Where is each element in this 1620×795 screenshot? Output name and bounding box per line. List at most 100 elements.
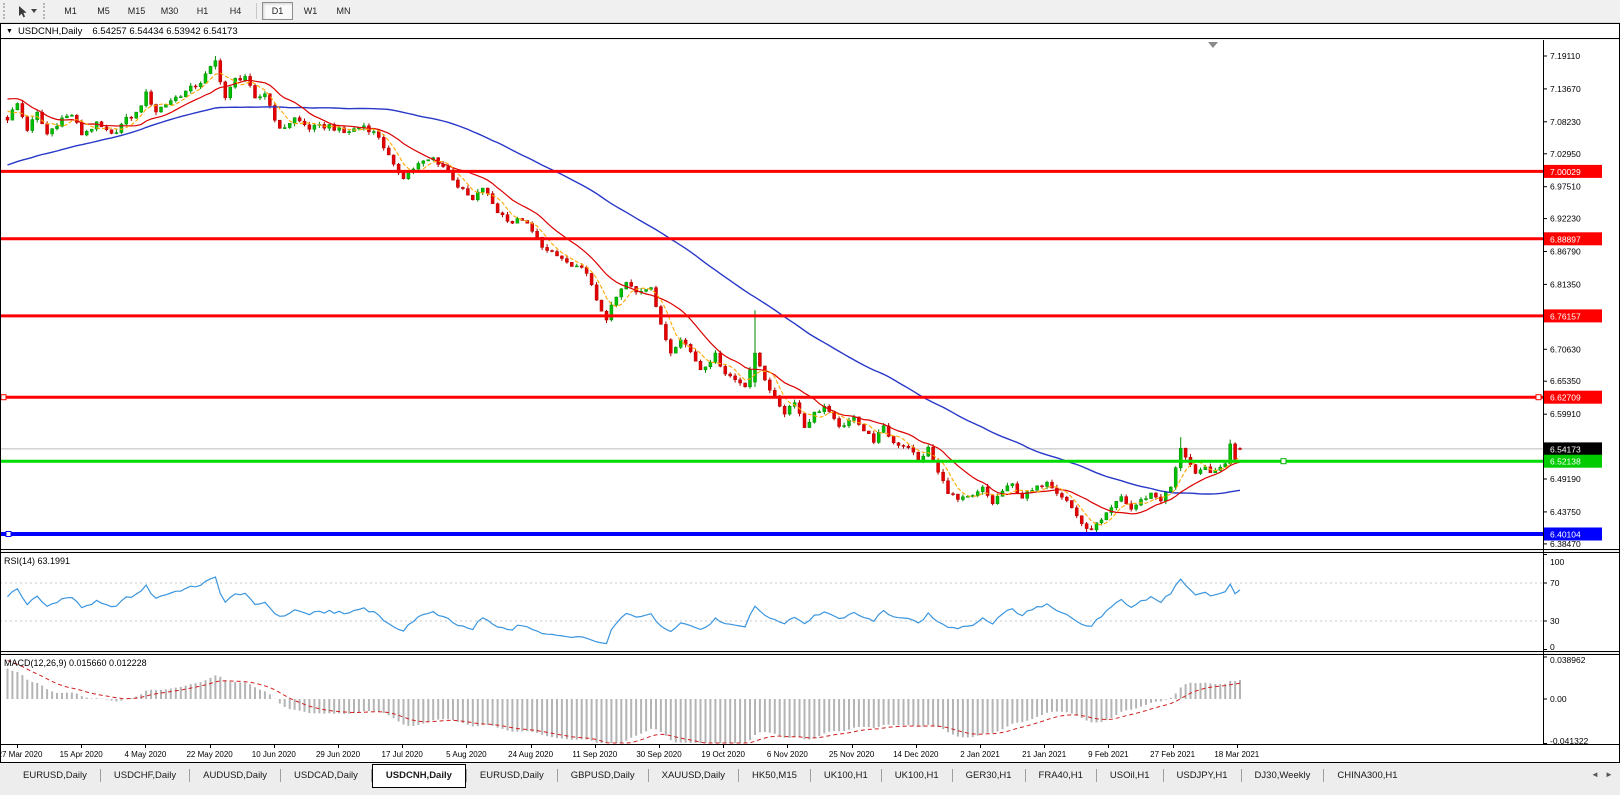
date-label: 10 Jun 2020 xyxy=(251,750,296,759)
date-tick xyxy=(1108,745,1110,748)
date-axis[interactable]: 27 Mar 2020 15 Apr 2020 4 May 2020 22 May 2… xyxy=(0,744,1620,763)
tab-separator xyxy=(1240,769,1242,782)
tab-separator xyxy=(465,769,467,782)
date-tick xyxy=(723,745,725,748)
charts-toolbar: M1 M5 M15 M30 H1 H4 D1 W1 MN xyxy=(0,0,1620,23)
toolbar-grip[interactable] xyxy=(3,3,9,19)
tab-china300-h1[interactable]: CHINA300,H1 xyxy=(1337,770,1398,781)
date-label: 6 Nov 2020 xyxy=(766,750,808,759)
tab-separator xyxy=(370,769,372,782)
date-label: 18 Mar 2021 xyxy=(1214,750,1260,759)
svg-text:30: 30 xyxy=(1550,616,1560,626)
price-axis[interactable] xyxy=(1543,40,1620,744)
tab-separator xyxy=(1323,769,1325,782)
chart-title: USDCNH,Daily xyxy=(17,25,83,37)
tabs-scroll-left-icon[interactable]: ◄ xyxy=(1591,770,1599,779)
timeframe-m1-button[interactable]: M1 xyxy=(55,2,86,20)
svg-text:6.38470: 6.38470 xyxy=(1550,539,1581,549)
timeframe-w1-button[interactable]: W1 xyxy=(295,2,326,20)
symbol-menu-caret[interactable]: ▼ xyxy=(6,27,13,35)
svg-text:7.08230: 7.08230 xyxy=(1550,117,1581,127)
timeframe-buttons: M1 M5 M15 M30 H1 H4 D1 W1 MN xyxy=(54,0,360,22)
svg-text:6.40104: 6.40104 xyxy=(1550,530,1581,540)
cursor-arrow-icon xyxy=(19,5,27,17)
panel-splitter-rsi[interactable] xyxy=(0,548,1620,553)
date-tick xyxy=(659,745,660,748)
date-tick xyxy=(402,745,404,748)
tab-hk50-m15[interactable]: HK50,M15 xyxy=(752,770,797,781)
date-tick xyxy=(594,745,596,748)
svg-text:6.49190: 6.49190 xyxy=(1550,474,1581,484)
tab-usdjpy-h1[interactable]: USDJPY,H1 xyxy=(1176,770,1228,781)
tab-usdcnh-daily[interactable]: USDCNH,Daily xyxy=(371,763,466,788)
svg-text:6.92230: 6.92230 xyxy=(1550,214,1581,224)
cursor-tool-button[interactable] xyxy=(14,2,40,20)
date-label: 19 Oct 2020 xyxy=(701,750,745,759)
tab-separator xyxy=(1024,769,1026,782)
timeframe-h1-button[interactable]: H1 xyxy=(187,2,218,20)
date-tick xyxy=(338,745,339,748)
tab-eurusd-daily[interactable]: EURUSD,Daily xyxy=(479,770,544,781)
svg-text:70: 70 xyxy=(1550,578,1560,588)
date-tick xyxy=(273,745,275,748)
date-label: 30 Sep 2020 xyxy=(636,750,682,759)
tab-dj30-weekly[interactable]: DJ30,Weekly xyxy=(1254,770,1311,781)
tab-usoil-h1[interactable]: USOil,H1 xyxy=(1109,770,1150,781)
toolbar-grip2 xyxy=(43,3,49,19)
tab-uk100-h1[interactable]: UK100,H1 xyxy=(823,770,868,781)
svg-text:6.81350: 6.81350 xyxy=(1550,279,1581,289)
date-tick xyxy=(787,745,789,748)
timeframe-m30-button[interactable]: M30 xyxy=(154,2,185,20)
tab-uk100-h1[interactable]: UK100,H1 xyxy=(894,770,939,781)
timeframe-m5-button[interactable]: M5 xyxy=(88,2,119,20)
date-tick xyxy=(145,745,147,748)
date-label: 27 Feb 2021 xyxy=(1150,750,1196,759)
svg-text:100: 100 xyxy=(1550,557,1564,567)
svg-text:7.13670: 7.13670 xyxy=(1550,84,1581,94)
date-label: 17 Jul 2020 xyxy=(381,750,423,759)
svg-text:6.59910: 6.59910 xyxy=(1550,409,1581,419)
svg-text:6.97510: 6.97510 xyxy=(1550,182,1581,192)
chart-title-bar: ▼ USDCNH,Daily 6.54257 6.54434 6.53942 6… xyxy=(0,23,1620,39)
tab-usdcad-daily[interactable]: USDCAD,Daily xyxy=(294,770,358,781)
chart-plot[interactable]: 7.19110 7.13670 7.08230 7.02950 6.97510 6.922… xyxy=(0,40,1620,746)
timeframe-h4-button[interactable]: H4 xyxy=(220,2,251,20)
tab-xauusd-daily[interactable]: XAUUSD,Daily xyxy=(661,770,726,781)
tab-separator xyxy=(647,769,649,782)
tab-separator xyxy=(880,769,882,782)
tab-audusd-daily[interactable]: AUDUSD,Daily xyxy=(203,770,268,781)
tab-eurusd-daily[interactable]: EURUSD,Daily xyxy=(23,770,87,781)
date-label: 22 May 2020 xyxy=(186,750,233,759)
chart-ohlc: 6.54257 6.54434 6.53942 6.54173 xyxy=(92,25,238,37)
svg-text:7.19110: 7.19110 xyxy=(1550,51,1580,61)
date-label: 11 Sep 2020 xyxy=(572,750,618,759)
timeframe-d1-button[interactable]: D1 xyxy=(262,2,293,20)
date-tick xyxy=(980,745,981,748)
tab-separator xyxy=(99,769,101,782)
tab-separator xyxy=(556,769,558,782)
tab-separator xyxy=(280,769,282,782)
svg-text:7.02950: 7.02950 xyxy=(1550,149,1581,159)
tab-ger30-h1[interactable]: GER30,H1 xyxy=(965,770,1012,781)
svg-text:6.54173: 6.54173 xyxy=(1550,444,1581,454)
timeframe-mn-button[interactable]: MN xyxy=(328,2,359,20)
tab-fra40-h1[interactable]: FRA40,H1 xyxy=(1038,770,1083,781)
timeframe-m15-button[interactable]: M15 xyxy=(121,2,152,20)
tab-gbpusd-daily[interactable]: GBPUSD,Daily xyxy=(570,770,635,781)
tabs-scroll-right-icon[interactable]: ► xyxy=(1605,770,1613,779)
tab-separator xyxy=(809,769,811,782)
date-tick xyxy=(1172,745,1174,748)
rsi-indicator-label: RSI(14) 63.1991 xyxy=(4,556,71,566)
svg-text:6.88897: 6.88897 xyxy=(1550,234,1581,244)
tab-separator xyxy=(1162,769,1164,782)
date-tick xyxy=(851,745,853,748)
svg-text:0.00: 0.00 xyxy=(1550,694,1567,704)
panel-splitter-macd[interactable] xyxy=(0,650,1620,655)
date-tick xyxy=(1044,745,1046,748)
tab-usdchf-daily[interactable]: USDCHF,Daily xyxy=(113,770,177,781)
chart-tabs-bar: EURUSD,Daily USDCHF,Daily AUDUSD,Daily USDC… xyxy=(0,763,1620,795)
svg-text:6.65350: 6.65350 xyxy=(1550,376,1581,386)
date-label: 15 Apr 2020 xyxy=(59,750,103,759)
cursor-dropdown-caret xyxy=(31,9,37,13)
window-border-left xyxy=(0,23,1,763)
